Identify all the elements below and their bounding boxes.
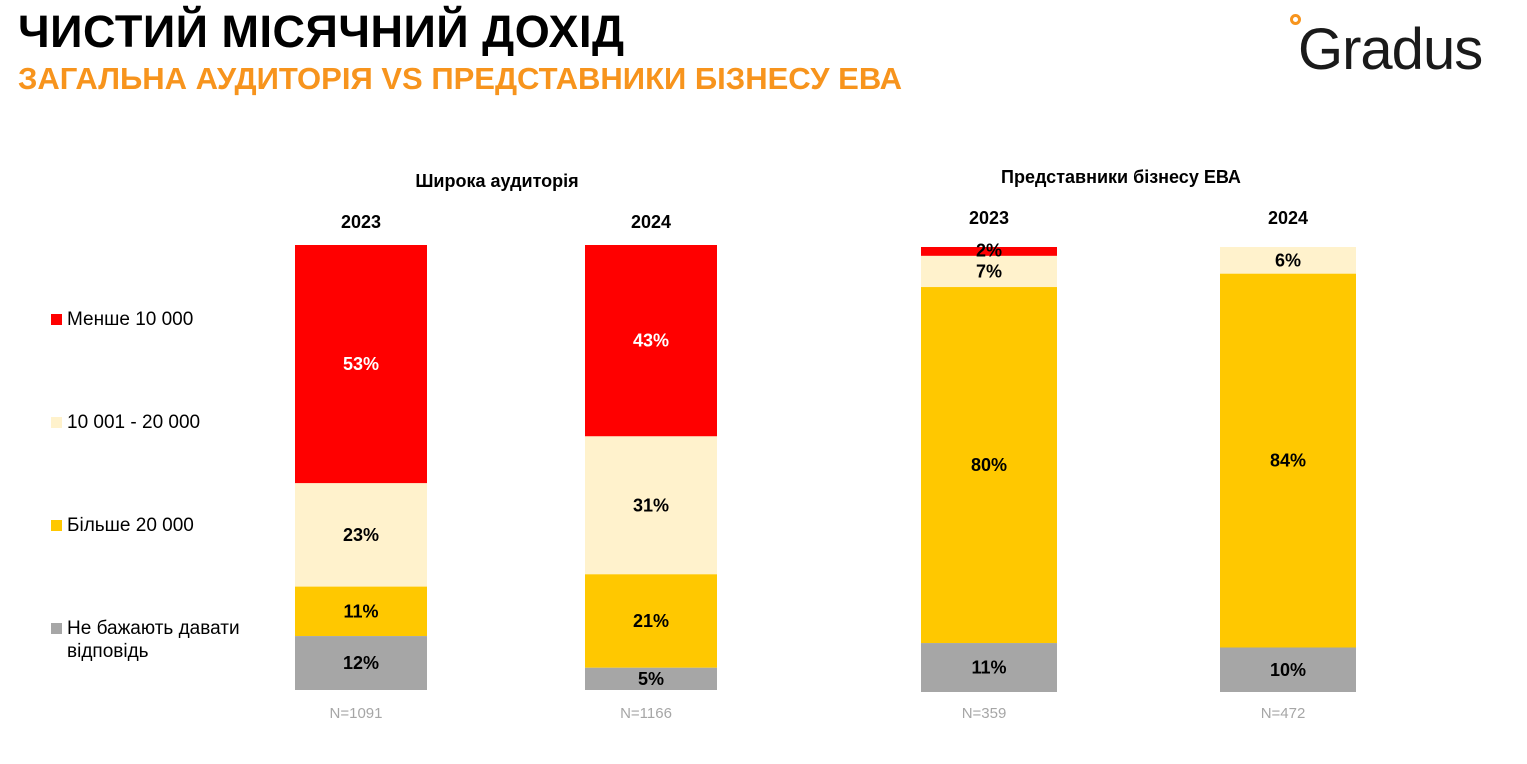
bar-segment (921, 643, 1057, 692)
bar-segment (295, 636, 427, 690)
bar-segment (1220, 647, 1356, 692)
data-label: 5% (638, 669, 664, 689)
data-label: 43% (633, 331, 669, 351)
year-label: 2023 (969, 208, 1009, 228)
sample-size-label: N=1091 (330, 705, 383, 722)
legend-swatch (51, 314, 62, 325)
data-label: 2% (976, 240, 1002, 260)
data-label: 84% (1270, 451, 1306, 471)
legend-label: 10 001 - 20 000 (67, 412, 201, 433)
data-label: 11% (971, 658, 1006, 678)
data-label: 12% (343, 653, 379, 673)
bar-segment (921, 287, 1057, 644)
data-label: 23% (343, 525, 379, 545)
bar-segment (295, 483, 427, 587)
legend-label: Не бажають давати відповідь (67, 618, 240, 662)
group-title-eba-business: Представники бізнесу ЕВА (1001, 167, 1241, 187)
bar-segment (585, 667, 717, 690)
gradus-logo: Gradus (1288, 12, 1508, 82)
bar-segment (585, 574, 717, 668)
data-label: 31% (633, 495, 669, 515)
legend-swatch (51, 417, 62, 428)
data-label: 7% (976, 261, 1002, 281)
legend-label: Менше 10 000 (67, 309, 194, 330)
bar-segment (921, 255, 1057, 288)
bar-segment (1220, 247, 1356, 274)
data-label: 80% (971, 455, 1007, 475)
bar-segment (295, 245, 427, 484)
bar-segment (585, 436, 717, 575)
bar-segment (921, 247, 1057, 256)
group-title-broad-audience: Широка аудиторія (415, 171, 579, 191)
data-label: 10% (1270, 660, 1306, 680)
page-subtitle: ЗАГАЛЬНА АУДИТОРІЯ VS ПРЕДСТАВНИКИ БІЗНЕ… (18, 61, 903, 96)
data-label: 11% (343, 601, 378, 621)
data-label: 6% (1275, 250, 1301, 270)
data-label: 53% (343, 354, 379, 374)
year-label: 2024 (631, 212, 671, 232)
bar-segment (1220, 273, 1356, 648)
data-label: 21% (633, 611, 669, 631)
page-title: ЧИСТИЙ МІСЯЧНИЙ ДОХІД (18, 6, 625, 57)
legend-swatch (51, 623, 62, 634)
legend-swatch (51, 520, 62, 531)
legend-label: Більше 20 000 (67, 515, 194, 536)
sample-size-label: N=472 (1261, 705, 1306, 722)
logo-dot-icon (1290, 14, 1301, 25)
bar-segment (585, 245, 717, 437)
logo-text: Gradus (1298, 17, 1483, 82)
year-label: 2023 (341, 212, 381, 232)
bar-segment (295, 586, 427, 637)
sample-size-label: N=359 (962, 705, 1007, 722)
sample-size-label: N=1166 (620, 705, 672, 722)
year-label: 2024 (1268, 208, 1308, 228)
